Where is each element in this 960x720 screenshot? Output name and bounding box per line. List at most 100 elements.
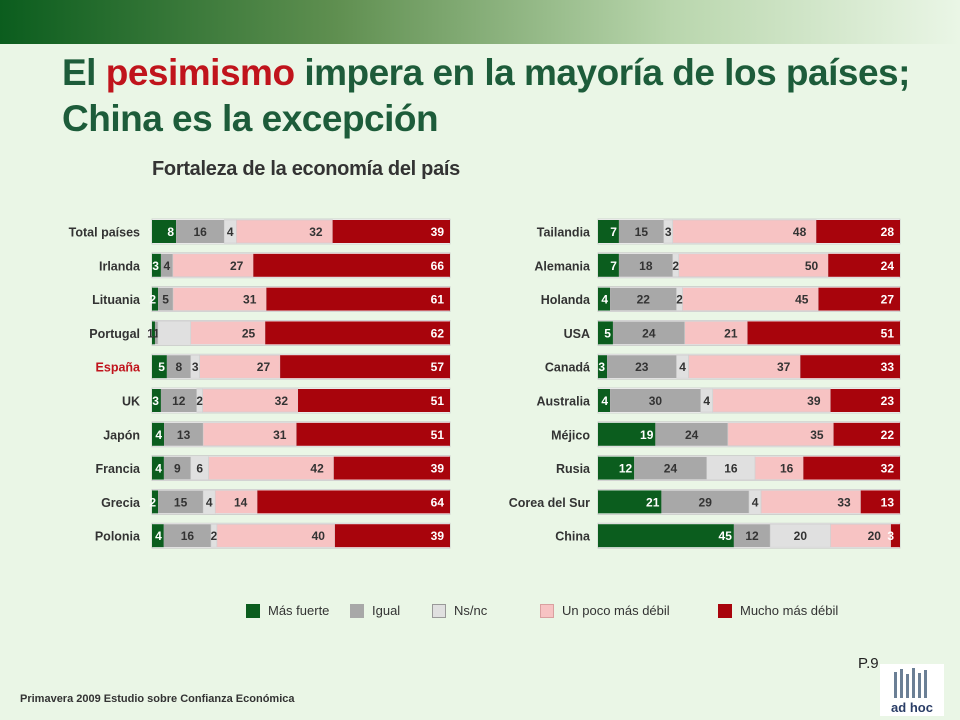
data-label: 64: [431, 495, 445, 509]
bar-segment-mucho: [828, 253, 900, 277]
bar-segment-mas-fuerte: [598, 355, 608, 379]
bar-segment-igual: [618, 220, 664, 243]
data-label: 5: [604, 326, 611, 340]
bar-segment-mas-fuerte: [598, 524, 734, 548]
title-part1: El: [62, 52, 106, 93]
data-label: 33: [881, 360, 895, 374]
data-label: 35: [810, 428, 824, 442]
title-part2: impera en la mayoría de los países;: [294, 52, 910, 93]
title-line2: China es la excepción: [62, 98, 439, 139]
data-label: 1: [146, 326, 153, 340]
bar-segment-igual: [176, 220, 225, 243]
data-label: 5: [162, 293, 169, 307]
data-label: 20: [868, 529, 882, 543]
legend-swatch-mas-fuerte: [246, 603, 260, 618]
bar-segment-mucho: [280, 355, 450, 379]
bar-segment-mucho: [890, 524, 900, 548]
data-label: 24: [642, 326, 656, 340]
bar-segment-igual: [634, 456, 707, 480]
data-label: 16: [181, 529, 195, 543]
bar-segment-mucho: [296, 422, 450, 446]
bar-segment-mucho: [333, 456, 450, 480]
data-label: 25: [242, 326, 256, 340]
category-label: Tailandia: [537, 226, 591, 240]
bar-segment-mucho: [266, 287, 450, 311]
data-label: 12: [619, 462, 633, 476]
bar-segment-mas-fuerte: [598, 389, 611, 412]
data-label: 62: [431, 326, 445, 340]
bar-segment-mas-fuerte: [152, 355, 167, 379]
data-label: 15: [174, 495, 188, 509]
bar-segment-mas-fuerte: [598, 422, 656, 446]
bar-segment-igual: [163, 524, 212, 548]
title-accent: pesimismo: [105, 52, 295, 93]
bar-segment-igual: [163, 456, 191, 480]
data-label: 14: [234, 495, 248, 509]
bar-segment-igual: [164, 422, 204, 446]
data-label: 45: [795, 293, 809, 307]
data-label: 31: [243, 293, 257, 307]
data-label: 45: [719, 529, 733, 543]
bar-segment-mucho: [257, 490, 450, 514]
bar-segment-mas-fuerte: [598, 287, 611, 311]
chart-subtitle: Fortaleza de la economía del país: [152, 158, 460, 180]
data-label: 22: [637, 293, 651, 307]
data-label: 48: [793, 225, 807, 239]
data-label: 30: [649, 394, 663, 408]
data-label: 4: [679, 360, 686, 374]
data-label: 40: [312, 529, 326, 543]
bar-segment-mas-fuerte: [152, 321, 155, 345]
data-label: 19: [640, 428, 654, 442]
page-title: El pesimismo impera en la mayoría de los…: [62, 50, 942, 142]
category-label: Australia: [537, 395, 592, 409]
data-label: 13: [881, 495, 895, 509]
data-label: 24: [685, 428, 699, 442]
data-label: 39: [431, 225, 445, 239]
bar-segment-igual: [733, 524, 771, 548]
bar-segment-igual: [618, 253, 673, 277]
bar-segment-igual: [154, 321, 158, 345]
people-figures-icon: [894, 668, 927, 698]
bar-segment-mucho: [816, 220, 900, 243]
bar-segment-igual: [158, 287, 174, 311]
data-label: 27: [881, 293, 895, 307]
category-label: Polonia: [95, 530, 141, 544]
bar-segment-mas-fuerte: [152, 287, 159, 311]
bar-segment-un-poco: [830, 523, 892, 548]
bar-segment-mas-fuerte: [152, 490, 159, 514]
bar-segment-mucho: [860, 490, 900, 514]
logo-figure: [918, 673, 921, 698]
bar-segment-igual: [158, 490, 204, 514]
category-label: USA: [564, 327, 590, 341]
page-number: P.9: [858, 655, 879, 672]
data-label: 23: [881, 394, 895, 408]
legend-label-nsnc: Ns/nc: [454, 603, 488, 618]
bar-segment-mucho: [830, 389, 900, 412]
legend-swatch-igual: [350, 603, 364, 618]
category-label: España: [96, 361, 142, 375]
footer-text: Primavera 2009 Estudio sobre Confianza E…: [20, 693, 295, 705]
bar-segment-mas-fuerte: [598, 220, 619, 243]
data-label: 6: [196, 462, 203, 476]
logo-text: ad hoc: [891, 700, 933, 715]
bar-segment-mucho: [747, 321, 900, 345]
bar-segment-igual: [166, 355, 191, 379]
legend-item-igual: Igual: [350, 603, 400, 618]
category-label: Total países: [69, 226, 140, 240]
data-label: 16: [724, 462, 738, 476]
data-label: 21: [724, 326, 738, 340]
data-label: 3: [598, 360, 605, 374]
category-label: Méjico: [551, 428, 590, 442]
legend-label-igual: Igual: [372, 603, 401, 618]
bar-segment-igual: [610, 389, 701, 412]
data-label: 29: [699, 495, 713, 509]
data-label: 12: [745, 529, 759, 543]
legend-item-mucho: Mucho más débil: [718, 603, 838, 618]
data-label: 15: [635, 225, 649, 239]
bar-segment-igual: [612, 321, 685, 345]
data-label: 16: [193, 225, 207, 239]
data-label: 2: [676, 293, 683, 307]
logo-figure: [900, 669, 903, 698]
data-label: 37: [777, 360, 791, 374]
